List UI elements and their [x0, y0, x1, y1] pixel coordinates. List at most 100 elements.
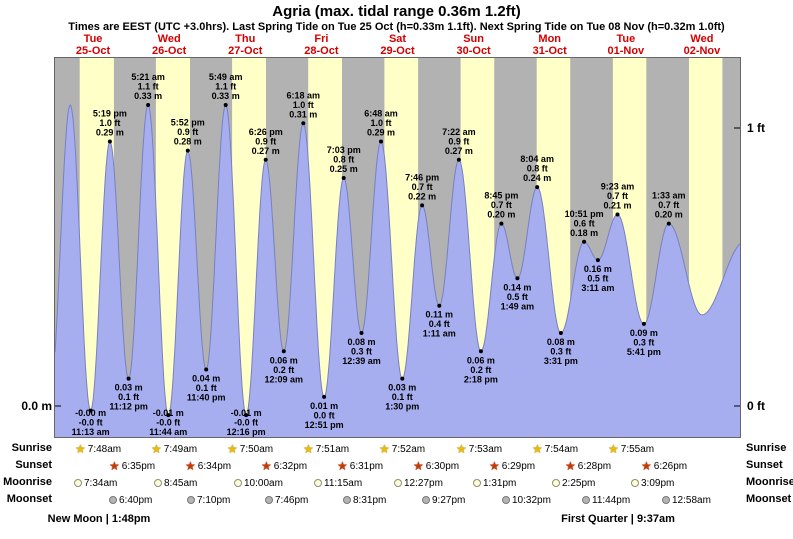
tide-high-label: 0.6 ft	[574, 218, 595, 228]
sunrise-star-icon: ★	[227, 442, 238, 456]
tide-low-label: 0.06 m	[270, 355, 298, 365]
tide-high-label: 0.25 m	[330, 164, 358, 174]
y-axis-label-1ft: 1 ft	[747, 121, 765, 135]
sunset-star-icon: ★	[565, 459, 576, 473]
tide-high-label: 0.18 m	[570, 228, 598, 238]
sunrise-entry: ★ 7:49am	[151, 442, 197, 456]
sunrise-star-icon: ★	[608, 442, 619, 456]
tide-low-label: 11:12 pm	[109, 402, 148, 412]
sunrise-entry: ★ 7:50am	[227, 442, 273, 456]
tide-low-label: 0.1 ft	[196, 383, 217, 393]
day-weekday: Sun	[463, 33, 484, 45]
tide-low-label: 2:18 pm	[464, 374, 498, 384]
moonrise-entry: 10:00am	[234, 476, 283, 490]
moonset-moon-icon	[187, 496, 195, 504]
moonrise-time: 8:45am	[164, 477, 198, 489]
tide-extreme-dot	[456, 157, 461, 162]
sunrise-entry: ★ 7:51am	[303, 442, 349, 456]
sunrise-time: 7:48am	[87, 443, 122, 455]
tide-low-label: 12:39 am	[342, 356, 381, 366]
sunset-time: 6:34pm	[197, 460, 232, 472]
tide-high-label: 0.7 ft	[412, 182, 433, 192]
tide-high-label: 6:48 am	[364, 109, 398, 119]
tide-low-label: 11:13 am	[72, 427, 110, 437]
tide-low-label: 0.16 m	[584, 264, 612, 274]
y-axis-label-0ft: 0 ft	[747, 399, 765, 413]
moonrise-time: 11:15am	[324, 477, 363, 489]
sunset-time: 6:28pm	[577, 460, 612, 472]
day-date: 31-Oct	[532, 45, 567, 57]
tide-low-label: 0.3 ft	[351, 347, 372, 357]
sunrise-star-icon: ★	[151, 442, 162, 456]
page-title: Agria (max. tidal range 0.36m 1.2ft)	[272, 3, 521, 20]
sunrise-star-icon: ★	[456, 442, 467, 456]
sunset-time: 6:31pm	[349, 460, 384, 472]
sunrise-star-icon: ★	[303, 442, 314, 456]
spring-tide-subtitle: Times are EEST (UTC +3.0hrs). Last Sprin…	[68, 21, 725, 33]
tide-low-label: 0.1 ft	[118, 392, 139, 402]
tide-extreme-dot	[558, 331, 563, 335]
tide-extreme-dot	[359, 331, 364, 335]
y-axis-label-meters: 0.0 m	[21, 399, 52, 413]
tide-chart-frame: -0.00 m -0.0 ft 11:13 am 5:19 pm 1.0 ft 0.29 …	[54, 57, 741, 438]
moonrise-entry: 2:25pm	[552, 476, 595, 490]
tide-extreme-dot	[204, 367, 209, 372]
moonset-time: 8:31pm	[353, 494, 387, 506]
day-weekday: Mon	[538, 33, 562, 45]
moonset-time: 7:46pm	[275, 494, 309, 506]
sunrise-time: 7:53am	[468, 443, 503, 455]
moonrise-entry: 8:45am	[154, 476, 197, 490]
moonset-row-label-right: Moonset	[746, 493, 792, 505]
sunrise-star-icon: ★	[379, 442, 390, 456]
moonrise-entry: 7:34am	[74, 476, 117, 490]
day-date: 25-Oct	[75, 45, 111, 57]
day-date: 02-Nov	[683, 45, 721, 57]
moonrise-time: 2:25pm	[562, 477, 596, 489]
moonset-moon-icon	[582, 496, 590, 504]
tide-high-label: 7:03 pm	[327, 145, 361, 155]
tide-high-label: 1.0 ft	[293, 100, 314, 110]
day-weekday: Thu	[235, 33, 256, 45]
tide-low-label: 0.1 ft	[392, 392, 413, 402]
tide-extreme-dot	[582, 239, 587, 244]
day-date: 01-Nov	[607, 45, 645, 57]
day-date: 27-Oct	[228, 45, 263, 57]
tide-low-label: 1:11 am	[423, 329, 456, 339]
sunset-entry: ★ 6:29pm	[489, 459, 535, 473]
sunrise-star-icon: ★	[532, 442, 543, 456]
sunset-star-icon: ★	[261, 459, 272, 473]
tide-high-label: 0.8 ft	[527, 164, 548, 174]
tide-extreme-dot	[166, 413, 171, 418]
sunrise-entry: ★ 7:55am	[608, 442, 654, 456]
moonset-moon-icon	[662, 496, 670, 504]
tide-high-label: 0.21 m	[603, 201, 631, 211]
tide-extreme-dot	[437, 303, 442, 308]
sunrise-star-icon: ★	[75, 442, 86, 456]
moonrise-moon-icon	[473, 479, 481, 487]
tide-low-label: 1:30 pm	[385, 402, 419, 412]
tide-low-label: 11:40 pm	[187, 393, 226, 403]
tide-high-label: 9:23 am	[601, 182, 635, 192]
tide-low-label: 0.01 m	[310, 401, 338, 411]
tide-high-label: 1.0 ft	[99, 118, 120, 128]
moonset-entry: 8:31pm	[343, 493, 386, 507]
sunset-row-label-right: Sunset	[746, 459, 783, 471]
sunrise-entry: ★ 7:48am	[75, 442, 121, 456]
moonrise-row-label-left: Moonrise	[3, 476, 52, 488]
tide-high-label: 0.31 m	[289, 109, 317, 119]
day-weekday: Tue	[83, 33, 103, 45]
sunset-entry: ★ 6:28pm	[565, 459, 611, 473]
tide-extreme-dot	[322, 394, 327, 399]
tide-high-label: 0.7 ft	[607, 191, 628, 201]
tide-low-label: 12:09 am	[265, 374, 304, 384]
sunset-star-icon: ★	[641, 459, 652, 473]
moonset-moon-icon	[422, 496, 430, 504]
tide-low-label: -0.0 ft	[156, 418, 180, 428]
day-label: Thu 27-Oct	[207, 33, 283, 57]
sunset-entry: ★ 6:32pm	[261, 459, 307, 473]
day-date: 30-Oct	[456, 45, 491, 57]
day-label: Mon 31-Oct	[512, 33, 588, 57]
tide-low-label: 0.3 ft	[633, 337, 654, 347]
day-date: 29-Oct	[380, 45, 415, 57]
